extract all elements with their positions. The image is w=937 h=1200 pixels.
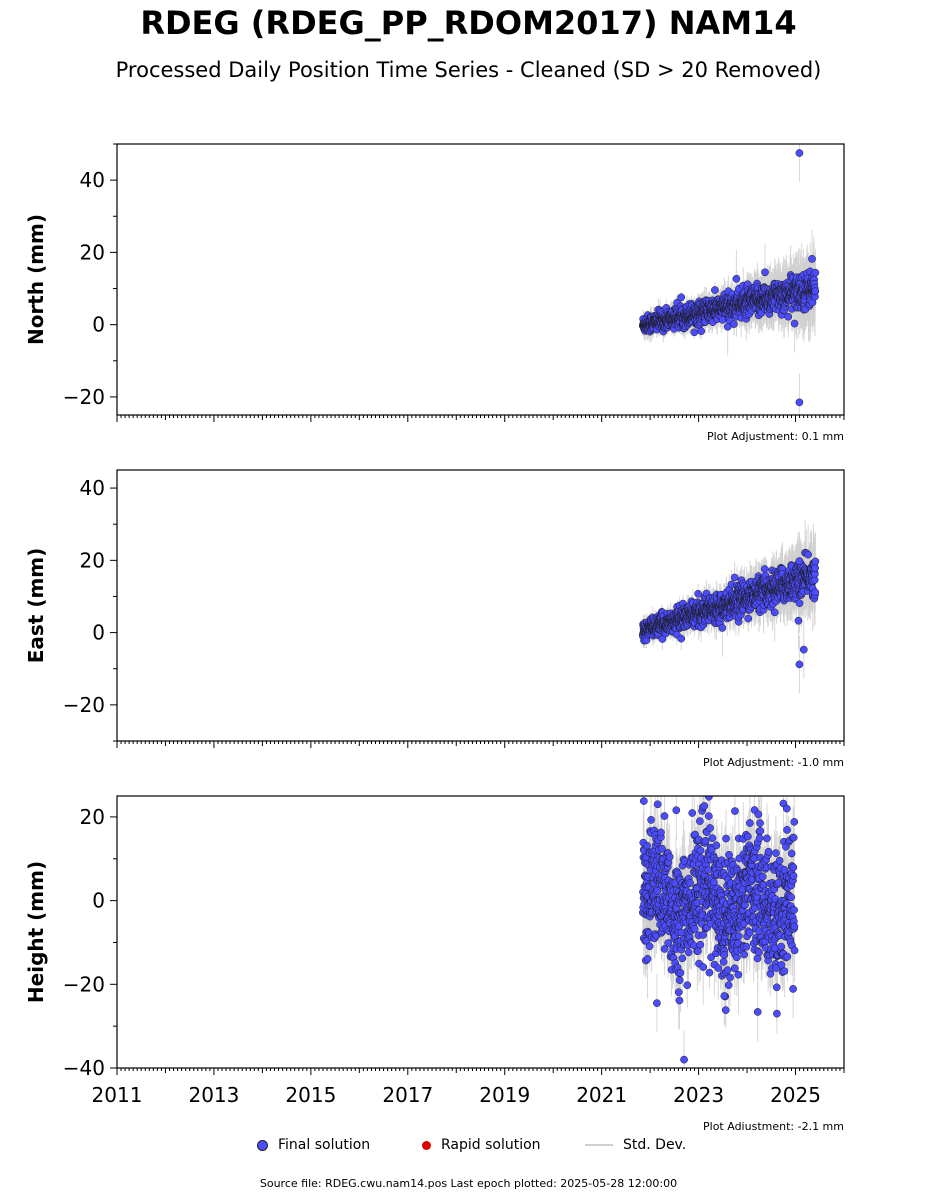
data-point	[795, 398, 804, 407]
data-point	[795, 557, 804, 565]
y-tick-label: 20	[80, 548, 105, 572]
data-point	[694, 589, 702, 598]
data-point	[794, 616, 803, 625]
data-point	[732, 274, 741, 283]
data-point	[677, 293, 686, 302]
final-solution-points	[639, 548, 820, 669]
data-point	[795, 149, 804, 157]
data-point	[744, 614, 753, 623]
y-tick-label: 20	[80, 240, 105, 264]
chart-title: RDEG (RDEG_PP_RDOM2017) NAM14	[140, 4, 797, 42]
data-point	[718, 624, 727, 632]
y-tick-label: 40	[80, 476, 105, 500]
data-point	[795, 599, 804, 608]
data-point	[799, 645, 808, 654]
panel-north: −20 0 20 40 North (mm) Plot Adjustment: 0.1 m…	[24, 143, 845, 443]
data-point	[784, 312, 793, 321]
y-axis-label: North (mm)	[24, 214, 48, 345]
data-point	[808, 255, 816, 263]
y-tick-label: 0	[92, 621, 105, 645]
final-solution-points	[639, 149, 820, 407]
data-point	[790, 319, 799, 328]
data-point	[730, 320, 738, 328]
data-point	[811, 287, 820, 296]
data-point	[770, 608, 779, 617]
y-tick-label: −20	[63, 385, 105, 409]
data-point	[677, 634, 686, 643]
data-point	[811, 557, 820, 566]
data-point	[730, 573, 739, 582]
y-tick-label: 40	[80, 168, 105, 192]
data-point	[761, 268, 769, 277]
data-point	[795, 660, 804, 669]
chart-subtitle: Processed Daily Position Time Series - C…	[115, 58, 822, 82]
data-point	[711, 286, 719, 294]
data-point	[804, 550, 812, 559]
plot-adjustment-label: Plot Adjustment: 0.1 mm	[707, 430, 844, 443]
y-tick-label: 0	[92, 313, 105, 337]
data-point	[723, 322, 732, 331]
data-point	[690, 328, 699, 337]
data-point	[811, 268, 820, 277]
data-point	[811, 588, 820, 597]
plots-canvas: −20 0 20 40 North (mm) Plot Adjustment: 0.1 m…	[24, 143, 845, 1130]
data-point	[811, 564, 819, 572]
data-point	[760, 565, 769, 573]
data-point	[697, 327, 706, 336]
y-tick-label: −20	[63, 693, 105, 717]
